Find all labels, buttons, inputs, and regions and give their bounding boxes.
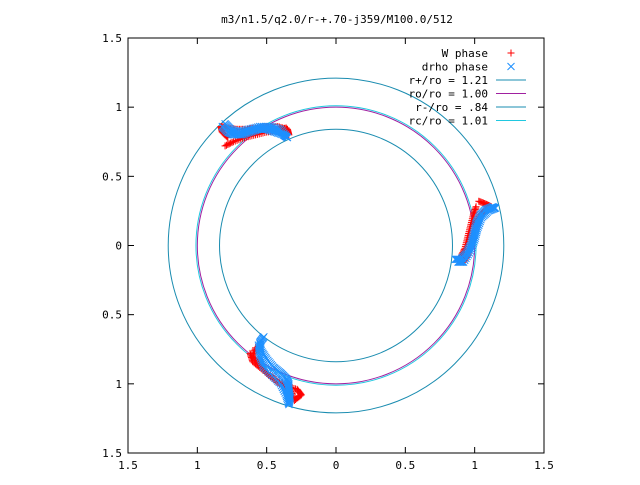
legend-label-2: r+/ro = 1.21: [409, 74, 488, 87]
drho-phase-point-2-68: [280, 387, 289, 396]
legend-label-0: W phase: [442, 47, 488, 60]
drho-phase-point-2-69: [279, 385, 288, 394]
w-phase-point-0-102: [221, 142, 229, 150]
circle-5: [195, 105, 477, 386]
x-tick-label-2: 0.5: [257, 459, 277, 472]
drho-phase-point-2-71: [277, 381, 286, 390]
drho-phase-point-2-67: [281, 389, 290, 397]
w-phase-point-2-84: [246, 349, 254, 357]
y-tick-label-2: 0.5: [102, 309, 122, 322]
x-tick-label-6: 1.5: [534, 459, 554, 472]
drho-phase-point-1-92: [457, 258, 466, 266]
drho-phase-point-0-88: [229, 126, 238, 135]
drho-phase-point-0-85: [233, 127, 242, 136]
legend-label-5: rc/ro = 1.01: [409, 115, 488, 128]
circle-3: [196, 106, 476, 385]
circle-2: [167, 77, 505, 414]
drho-phase-point-2-95: [254, 343, 263, 351]
drho-phase-point-2-66: [282, 391, 290, 399]
legend-swatch-1: [507, 62, 515, 71]
drho-phase-point-1-83: [467, 245, 476, 254]
legend-label-1: drho phase: [422, 61, 488, 74]
circle-4: [219, 128, 453, 363]
y-tick-label-4: 0.5: [102, 170, 122, 183]
drho-phase-point-0-68: [263, 122, 271, 131]
legend-label-3: ro/ro = 1.00: [409, 88, 488, 101]
legend-label-4: r-/ro = .84: [415, 101, 488, 114]
y-tick-label-5: 1: [115, 101, 122, 114]
y-tick-label-0: 1.5: [102, 447, 122, 460]
drho-phase-point-0-87: [230, 126, 239, 135]
axis-ticks: 1.5 1 0.5 0 0.5 1 1.51.510.500.511.5: [102, 32, 554, 472]
y-tick-label-3: 0: [115, 240, 122, 253]
drho-phase-point-0-86: [232, 127, 241, 135]
phase-points: [217, 119, 500, 409]
drho-phase-point-1-94: [456, 258, 464, 266]
y-tick-label-1: 1: [115, 378, 122, 391]
drho-phase-point-0-96: [221, 119, 229, 128]
drho-phase-point-0-66: [266, 122, 275, 131]
drho-phase-point-0-84: [235, 128, 243, 136]
drho-phase-point-0-67: [265, 122, 273, 131]
x-tick-label-4: 0.5: [395, 459, 415, 472]
w-phase-point-0-101: [222, 141, 230, 149]
x-tick-label-3: 0: [333, 459, 340, 472]
x-tick-label-1: 1: [194, 459, 201, 472]
drho-phase-point-1-96: [454, 258, 462, 266]
chart-title: m3/n1.5/q2.0/r-+.70-j359/M100.0/512: [221, 13, 453, 26]
drho-phase-point-2-70: [278, 383, 287, 392]
x-tick-label-5: 1: [471, 459, 478, 472]
drho-phase-point-0-69: [261, 122, 270, 131]
w-phase-point-1-96: [472, 203, 480, 211]
x-tick-label-0: 1.5: [118, 459, 138, 472]
drho-phase-point-1-95: [455, 258, 463, 266]
y-tick-label-6: 1.5: [102, 32, 122, 45]
drho-phase-point-0-89: [228, 125, 236, 134]
drho-phase-point-2-96: [254, 341, 263, 349]
legend-swatch-0: [507, 49, 515, 57]
drho-phase-point-1-93: [456, 258, 465, 266]
